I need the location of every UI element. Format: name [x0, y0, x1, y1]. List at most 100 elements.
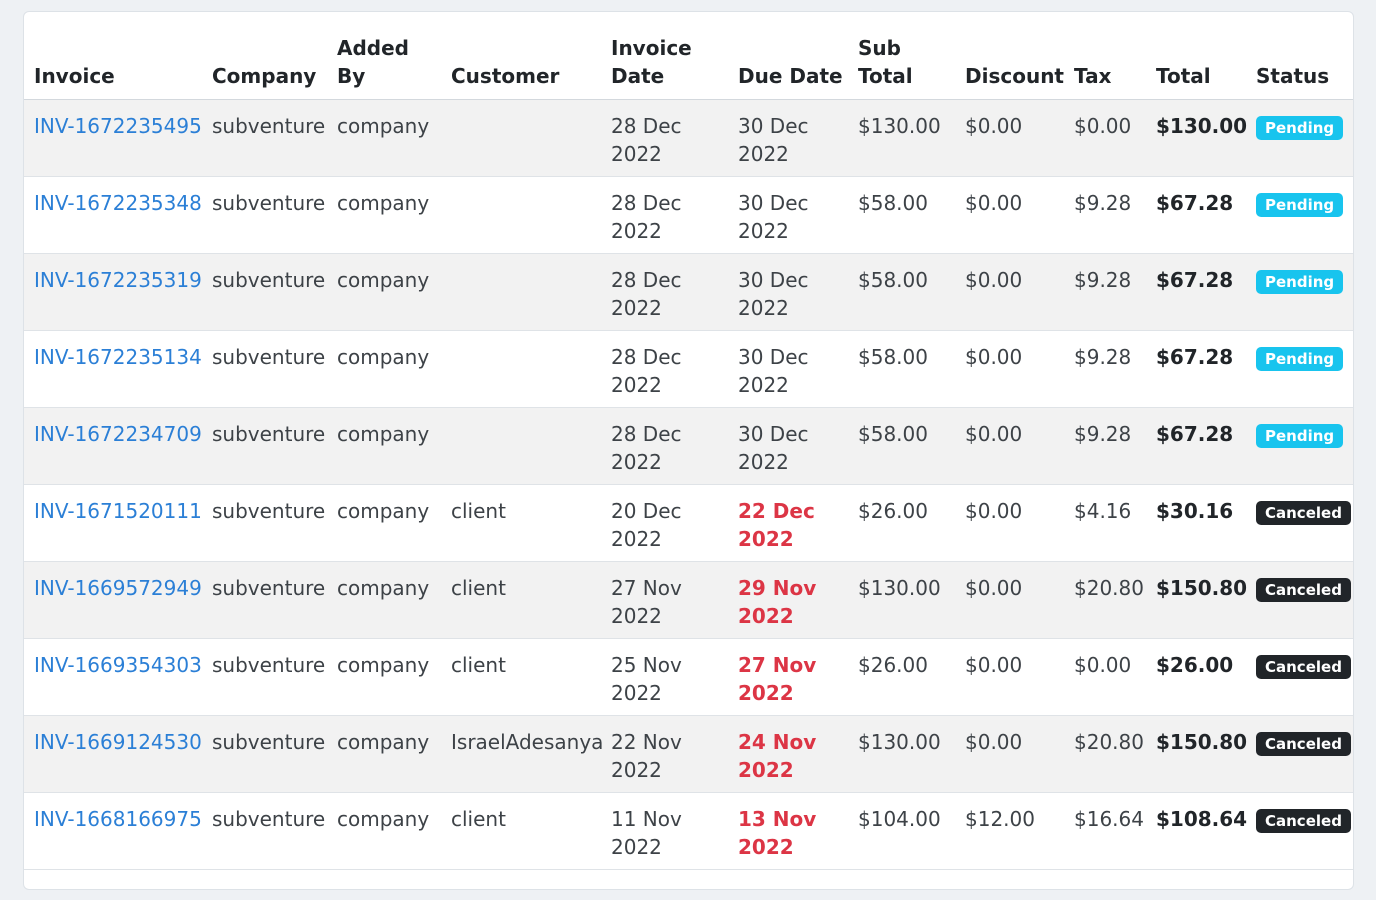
status-cell: Pending [1246, 330, 1353, 408]
invoice-cell: INV-1669354303 [24, 638, 202, 716]
status-badge: Canceled [1256, 732, 1351, 756]
invoice-link[interactable]: INV-1671520111 [34, 499, 202, 523]
header-total[interactable]: Total [1146, 12, 1246, 100]
sub-total-cell: $26.00 [848, 638, 955, 716]
discount-cell: $0.00 [955, 407, 1064, 485]
header-status[interactable]: Status [1246, 12, 1353, 100]
invoice-link[interactable]: INV-1672235319 [34, 268, 202, 292]
invoice-link[interactable]: INV-1668166975 [34, 807, 202, 831]
invoice-cell: INV-1672235319 [24, 253, 202, 331]
header-sub-total[interactable]: Sub Total [848, 12, 955, 100]
due-date-cell: 30 Dec 2022 [728, 330, 848, 408]
invoice-cell: INV-1672235134 [24, 330, 202, 408]
total-cell: $67.28 [1146, 253, 1246, 331]
discount-cell: $0.00 [955, 253, 1064, 331]
table-row: INV-1672234709 subventure company 28 Dec 20… [24, 407, 1353, 485]
invoice-link[interactable]: INV-1669354303 [34, 653, 202, 677]
company-cell: subventure [202, 715, 327, 793]
status-cell: Canceled [1246, 484, 1353, 562]
customer-cell [441, 407, 601, 485]
sub-total-cell: $58.00 [848, 330, 955, 408]
total-cell: $30.16 [1146, 484, 1246, 562]
customer-cell [441, 99, 601, 177]
invoices-table: Invoice Company Added By Customer Invoic… [24, 12, 1353, 870]
invoice-cell: INV-1672234709 [24, 407, 202, 485]
invoice-link[interactable]: INV-1672235348 [34, 191, 202, 215]
due-date-cell: 22 Dec 2022 [728, 484, 848, 562]
customer-cell: IsraelAdesanya [441, 715, 603, 793]
invoice-date-cell: 22 Nov 2022 [601, 715, 728, 793]
table-row: INV-1672235134 subventure company 28 Dec 20… [24, 330, 1353, 408]
added-by-cell: company [327, 561, 441, 639]
invoice-cell: INV-1672235348 [24, 176, 202, 254]
tax-cell: $20.80 [1064, 561, 1146, 639]
invoice-link[interactable]: INV-1672235495 [34, 114, 202, 138]
due-date-cell: 29 Nov 2022 [728, 561, 848, 639]
header-company[interactable]: Company [202, 12, 327, 100]
status-cell: Pending [1246, 99, 1353, 177]
company-cell: subventure [202, 484, 327, 562]
invoice-link[interactable]: INV-1672235134 [34, 345, 202, 369]
discount-cell: $12.00 [955, 792, 1064, 870]
status-badge: Canceled [1256, 501, 1351, 525]
total-cell: $67.28 [1146, 407, 1246, 485]
customer-cell: client [441, 638, 601, 716]
header-added-by[interactable]: Added By [327, 12, 441, 100]
invoice-cell: INV-1669572949 [24, 561, 202, 639]
invoice-cell: INV-1671520111 [24, 484, 202, 562]
status-badge: Pending [1256, 193, 1344, 217]
sub-total-cell: $104.00 [848, 792, 955, 870]
tax-cell: $20.80 [1064, 715, 1146, 793]
invoice-cell: INV-1668166975 [24, 792, 202, 870]
table-row: INV-1669124530 subventure company IsraelAde… [24, 715, 1353, 793]
sub-total-cell: $130.00 [848, 715, 955, 793]
company-cell: subventure [202, 561, 327, 639]
customer-cell: client [441, 792, 601, 870]
header-tax[interactable]: Tax [1064, 12, 1146, 100]
due-date-cell: 30 Dec 2022 [728, 407, 848, 485]
header-invoice[interactable]: Invoice [24, 12, 202, 100]
header-discount[interactable]: Discount [955, 12, 1064, 100]
table-row: INV-1671520111 subventure company client 20 … [24, 484, 1353, 562]
total-cell: $108.64 [1146, 792, 1247, 870]
customer-cell: client [441, 484, 601, 562]
due-date-cell: 27 Nov 2022 [728, 638, 848, 716]
tax-cell: $9.28 [1064, 253, 1146, 331]
header-invoice-date[interactable]: Invoice Date [601, 12, 728, 100]
status-badge: Canceled [1256, 809, 1351, 833]
invoice-date-cell: 28 Dec 2022 [601, 99, 728, 177]
added-by-cell: company [327, 176, 441, 254]
company-cell: subventure [202, 792, 327, 870]
customer-cell [441, 330, 601, 408]
added-by-cell: company [327, 484, 441, 562]
tax-cell: $9.28 [1064, 407, 1146, 485]
customer-cell: client [441, 561, 601, 639]
invoice-link[interactable]: INV-1672234709 [34, 422, 202, 446]
header-due-date[interactable]: Due Date [728, 12, 848, 100]
header-customer[interactable]: Customer [441, 12, 601, 100]
discount-cell: $0.00 [955, 176, 1064, 254]
company-cell: subventure [202, 253, 327, 331]
invoice-date-cell: 28 Dec 2022 [601, 253, 728, 331]
table-row: INV-1669572949 subventure company client 27 … [24, 561, 1353, 639]
discount-cell: $0.00 [955, 99, 1064, 177]
sub-total-cell: $130.00 [848, 99, 955, 177]
discount-cell: $0.00 [955, 330, 1064, 408]
status-cell: Canceled [1246, 715, 1353, 793]
company-cell: subventure [202, 638, 327, 716]
invoice-date-cell: 25 Nov 2022 [601, 638, 728, 716]
tax-cell: $0.00 [1064, 638, 1146, 716]
total-cell: $26.00 [1146, 638, 1246, 716]
sub-total-cell: $58.00 [848, 253, 955, 331]
company-cell: subventure [202, 99, 327, 177]
invoice-link[interactable]: INV-1669572949 [34, 576, 202, 600]
invoice-link[interactable]: INV-1669124530 [34, 730, 202, 754]
due-date-cell: 30 Dec 2022 [728, 253, 848, 331]
invoice-cell: INV-1672235495 [24, 99, 202, 177]
discount-cell: $0.00 [955, 484, 1064, 562]
tax-cell: $9.28 [1064, 330, 1146, 408]
sub-total-cell: $58.00 [848, 176, 955, 254]
total-cell: $130.00 [1146, 99, 1247, 177]
table-row: INV-1672235348 subventure company 28 Dec 20… [24, 176, 1353, 254]
due-date-cell: 13 Nov 2022 [728, 792, 848, 870]
